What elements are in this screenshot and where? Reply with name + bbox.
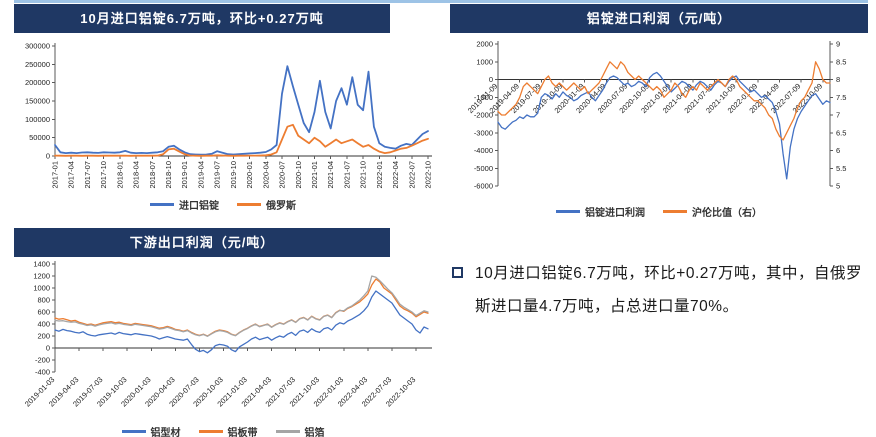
svg-text:2017-07: 2017-07 <box>83 161 92 189</box>
svg-text:50000: 50000 <box>29 133 50 142</box>
svg-text:-4000: -4000 <box>474 146 493 155</box>
svg-text:-2000: -2000 <box>474 111 493 120</box>
svg-text:2020-01: 2020-01 <box>245 161 254 189</box>
svg-text:2019-10: 2019-10 <box>229 161 238 189</box>
svg-text:0: 0 <box>489 75 493 84</box>
legend-label: 俄罗斯 <box>266 201 296 212</box>
svg-text:2018-10: 2018-10 <box>164 161 173 189</box>
svg-text:2017-01: 2017-01 <box>51 161 60 189</box>
legend-line-swatch <box>275 430 300 433</box>
legend-label: 铝箔 <box>304 428 325 437</box>
svg-text:-400: -400 <box>35 368 50 377</box>
svg-text:7: 7 <box>836 111 840 120</box>
svg-text:2021-10: 2021-10 <box>359 161 368 189</box>
svg-text:2000: 2000 <box>476 40 493 49</box>
legend-label: 铝型材 <box>150 428 181 437</box>
legend-line-swatch <box>198 430 223 433</box>
svg-text:5.5: 5.5 <box>836 164 846 173</box>
legend-item: 俄罗斯 <box>237 197 296 212</box>
imports-chart-legend: 进口铝锭 俄罗斯 <box>8 193 438 212</box>
legend-label: 进口铝锭 <box>179 201 219 212</box>
legend-item: 进口铝锭 <box>150 197 219 212</box>
svg-text:2018-01: 2018-01 <box>115 161 124 189</box>
svg-text:2019-07: 2019-07 <box>213 161 222 189</box>
legend-item: 铝锭进口利润 <box>556 204 645 219</box>
legend-label: 铝板带 <box>227 428 258 437</box>
svg-text:2021-04: 2021-04 <box>326 161 335 189</box>
svg-text:2022-10: 2022-10 <box>424 161 433 189</box>
svg-text:6.5: 6.5 <box>836 128 846 137</box>
svg-text:2022-04: 2022-04 <box>391 161 400 189</box>
svg-text:2019-01: 2019-01 <box>180 161 189 189</box>
svg-text:-1000: -1000 <box>474 93 493 102</box>
svg-text:1000: 1000 <box>476 57 493 66</box>
svg-text:2020-07: 2020-07 <box>278 161 287 189</box>
legend-item: 铝箔 <box>275 424 325 437</box>
svg-text:250000: 250000 <box>25 60 50 69</box>
svg-text:200000: 200000 <box>25 78 50 87</box>
legend-label: 铝锭进口利润 <box>585 208 645 219</box>
legend-line-swatch <box>121 430 146 433</box>
legend-item: 沪伦比值（右） <box>663 204 762 219</box>
svg-text:300000: 300000 <box>25 42 50 51</box>
export-profit-chart-legend: 铝型材 铝板带 铝箔 <box>8 420 438 437</box>
chart-title-export-profit: 下游出口利润（元/吨） <box>14 228 390 257</box>
svg-text:1000: 1000 <box>33 284 50 293</box>
svg-text:-6000: -6000 <box>474 182 493 191</box>
svg-text:-3000: -3000 <box>474 128 493 137</box>
svg-text:800: 800 <box>37 296 50 305</box>
svg-text:100000: 100000 <box>25 115 50 124</box>
svg-text:7.5: 7.5 <box>836 93 846 102</box>
svg-text:-5000: -5000 <box>474 164 493 173</box>
svg-text:0: 0 <box>46 152 50 161</box>
legend-line-swatch <box>150 203 174 206</box>
svg-text:8: 8 <box>836 75 840 84</box>
chart-title-imports: 10月进口铝锭6.7万吨，环比+0.27万吨 <box>14 4 390 33</box>
svg-text:2017-10: 2017-10 <box>99 161 108 189</box>
svg-text:5: 5 <box>836 182 840 191</box>
svg-text:-200: -200 <box>35 356 50 365</box>
svg-text:200: 200 <box>37 332 50 341</box>
svg-text:400: 400 <box>37 320 50 329</box>
summary-note-text: 10月进口铝锭6.7万吨，环比+0.27万吨，其中，自俄罗斯进口量4.7万吨，占… <box>475 265 863 315</box>
svg-text:2021-07: 2021-07 <box>342 161 351 189</box>
svg-text:2018-07: 2018-07 <box>148 161 157 189</box>
import-profit-chart-legend: 铝锭进口利润 沪伦比值（右） <box>446 200 872 219</box>
svg-text:600: 600 <box>37 308 50 317</box>
import-profit-line-chart: 2000 1000 0 -1000 -2000 -3000 -4000 -5000 -6000 9… <box>466 40 847 191</box>
svg-text:9: 9 <box>836 40 840 49</box>
svg-text:2020-10: 2020-10 <box>294 161 303 189</box>
export-profit-line-chart: 1400120010008006004002000-200-4002019-01… <box>23 260 432 409</box>
square-bullet-icon <box>452 267 463 278</box>
svg-text:2021-01: 2021-01 <box>310 161 319 189</box>
svg-text:8.5: 8.5 <box>836 57 846 66</box>
svg-text:2019-04: 2019-04 <box>196 161 205 189</box>
svg-text:1400: 1400 <box>33 260 50 269</box>
top-accent-strip <box>14 0 868 3</box>
chart-title-import-profit: 铝锭进口利润（元/吨） <box>450 4 868 33</box>
legend-item: 铝板带 <box>198 424 258 437</box>
legend-line-swatch <box>237 203 261 206</box>
svg-text:2018-04: 2018-04 <box>132 161 141 189</box>
svg-text:2020-04: 2020-04 <box>261 161 270 189</box>
svg-text:2017-04: 2017-04 <box>67 161 76 189</box>
svg-text:2022-07: 2022-07 <box>407 161 416 189</box>
svg-text:0: 0 <box>46 344 50 353</box>
legend-line-swatch <box>556 210 580 213</box>
imports-line-chart: 3000002500002000001500001000005000002017… <box>25 42 433 189</box>
legend-label: 沪伦比值（右） <box>692 208 762 219</box>
svg-text:6: 6 <box>836 146 840 155</box>
summary-note: 10月进口铝锭6.7万吨，环比+0.27万吨，其中，自俄罗斯进口量4.7万吨，占… <box>452 258 868 323</box>
legend-item: 铝型材 <box>121 424 181 437</box>
legend-line-swatch <box>663 210 687 213</box>
svg-text:150000: 150000 <box>25 97 50 106</box>
svg-text:1200: 1200 <box>33 272 50 281</box>
svg-text:2022-01: 2022-01 <box>375 161 384 189</box>
